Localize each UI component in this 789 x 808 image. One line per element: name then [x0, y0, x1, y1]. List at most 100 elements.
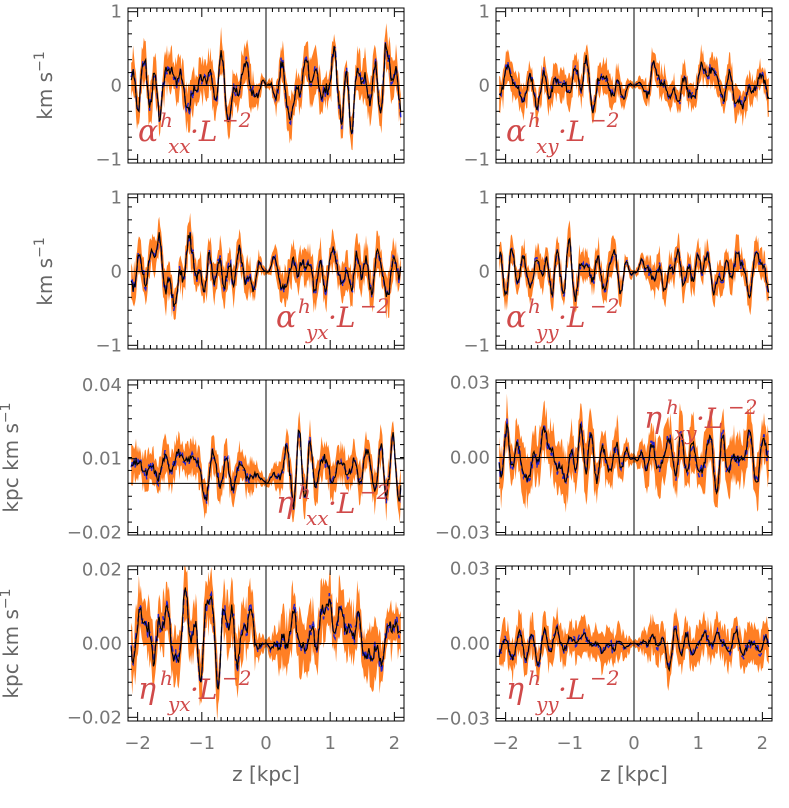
label-subscript: xy: [536, 134, 559, 158]
label-subscript: yx: [167, 692, 191, 716]
x-tick-label: −1: [557, 733, 584, 754]
panel-a_xx: 1 0 −1 α hxx ·L −2 km s−1: [32, 2, 405, 170]
y-tick-label: 0.00: [82, 634, 122, 655]
y-tick-label: 0.01: [82, 449, 122, 470]
panel-label-a_xx: α hxx ·L −2: [138, 108, 251, 158]
label-symbol: η: [276, 486, 294, 521]
panel-label-a_yx: α hyx ·L −2: [276, 294, 389, 344]
x-tick-label: −2: [492, 733, 519, 754]
y-tick-label: −0.03: [435, 523, 490, 544]
y-tick-label: −1: [463, 149, 490, 170]
panel-label-e_xy: η hxy ·L −2: [644, 395, 757, 445]
y-tick-label: −0.03: [435, 709, 490, 730]
x-tick-label: 1: [692, 733, 703, 754]
label-symbol: α: [506, 114, 526, 149]
label-subscript: yx: [305, 320, 329, 344]
panel-e_xy: 0.03 0.00 −0.03 η hxy ·L −2: [435, 373, 773, 544]
label-exponent: −2: [590, 294, 619, 318]
label-exponent: −2: [360, 294, 389, 318]
label-symbol: α: [138, 114, 158, 149]
label-suffix: ·L: [328, 301, 356, 334]
y-tick-label: −0.02: [67, 707, 122, 728]
y-tick-label: 1: [111, 2, 122, 23]
label-subscript: xx: [306, 506, 329, 530]
label-superscript: h: [298, 480, 311, 504]
label-subscript: xx: [168, 134, 191, 158]
y-axis-title: km s−1: [32, 237, 57, 305]
panel-label-e_xx: η hxx ·L −2: [276, 480, 389, 530]
label-suffix: ·L: [328, 487, 356, 520]
y-tick-label: 0: [111, 76, 122, 97]
y-axis-title: kpc km s−1: [0, 402, 23, 512]
y-tick-label: 0.00: [450, 634, 490, 655]
x-tick-label: 0: [628, 733, 639, 754]
y-axis-title: km s−1: [32, 51, 57, 119]
label-subscript: yy: [535, 320, 559, 344]
y-tick-label: 0.04: [82, 375, 122, 396]
label-suffix: ·L: [558, 301, 586, 334]
label-suffix: ·L: [696, 402, 724, 435]
panel-label-e_yx: η hyx ·L −2: [138, 666, 251, 716]
y-tick-label: −0.02: [67, 523, 122, 544]
y-tick-label: 0.00: [450, 448, 490, 469]
panel-a_yy: 1 0 −1 α hyy ·L −2: [463, 188, 773, 356]
y-tick-label: 1: [111, 188, 122, 209]
x-tick-label: −1: [189, 733, 216, 754]
label-symbol: η: [138, 672, 156, 707]
uncertainty-band: [131, 212, 401, 321]
label-suffix: ·L: [558, 115, 586, 148]
label-subscript: xy: [674, 421, 697, 445]
label-symbol: η: [644, 401, 662, 436]
label-symbol: α: [506, 300, 526, 335]
label-superscript: h: [160, 108, 173, 132]
label-superscript: h: [160, 666, 173, 690]
y-tick-label: 0.03: [450, 559, 490, 580]
label-superscript: h: [528, 666, 541, 690]
y-tick-label: 0: [479, 76, 490, 97]
panel-e_yy: 0.030.00−0.03η hyy ·L −2−2 −1 0 1 2z [kpc]: [435, 559, 773, 786]
panel-label-a_xy: α hxy ·L −2: [506, 108, 619, 158]
label-superscript: h: [298, 294, 311, 318]
y-tick-label: 0.02: [82, 560, 122, 581]
label-exponent: −2: [590, 108, 619, 132]
panel-a_xy: 1 0 −1 α hxy ·L −2: [463, 2, 773, 170]
uncertainty-band: [499, 606, 769, 691]
y-tick-label: −1: [95, 149, 122, 170]
x-tick-label: 2: [389, 733, 400, 754]
y-tick-label: 1: [479, 188, 490, 209]
y-tick-label: 0: [111, 262, 122, 283]
panel-label-e_yy: η hyy ·L −2: [506, 666, 619, 716]
label-superscript: h: [528, 108, 541, 132]
label-symbol: α: [276, 300, 296, 335]
panel-label-a_yy: α hyy ·L −2: [506, 294, 619, 344]
x-axis-title: z [kpc]: [600, 762, 668, 786]
panel-e_xx: 0.04 0.01 −0.02 η hxx ·L −2 kpc km s−1: [0, 375, 405, 544]
y-tick-label: 1: [479, 2, 490, 23]
y-tick-label: −1: [95, 335, 122, 356]
y-tick-label: −1: [463, 335, 490, 356]
label-suffix: ·L: [190, 115, 218, 148]
label-exponent: −2: [590, 666, 619, 690]
label-exponent: −2: [222, 108, 251, 132]
x-tick-label: 1: [324, 733, 335, 754]
y-axis-title: kpc km s−1: [0, 588, 23, 698]
label-symbol: η: [506, 672, 524, 707]
label-suffix: ·L: [190, 673, 218, 706]
x-tick-label: 2: [757, 733, 768, 754]
x-tick-label: 0: [260, 733, 271, 754]
uncertainty-band: [131, 411, 401, 524]
label-subscript: yy: [535, 692, 559, 716]
panel-a_yx: 1 0 −1 α hyx ·L −2 km s−1: [32, 188, 405, 356]
x-axis-title: z [kpc]: [232, 762, 300, 786]
label-superscript: h: [528, 294, 541, 318]
y-tick-label: 0: [479, 262, 490, 283]
x-tick-label: −2: [124, 733, 151, 754]
panel-e_yx: 0.020.00−0.02η hyx ·L −2−2 −1 0 1 2z [kpc]kpc k…: [0, 560, 405, 786]
label-superscript: h: [666, 395, 679, 419]
label-suffix: ·L: [558, 673, 586, 706]
label-exponent: −2: [222, 666, 251, 690]
label-exponent: −2: [360, 480, 389, 504]
label-exponent: −2: [728, 395, 757, 419]
y-tick-label: 0.03: [450, 373, 490, 394]
